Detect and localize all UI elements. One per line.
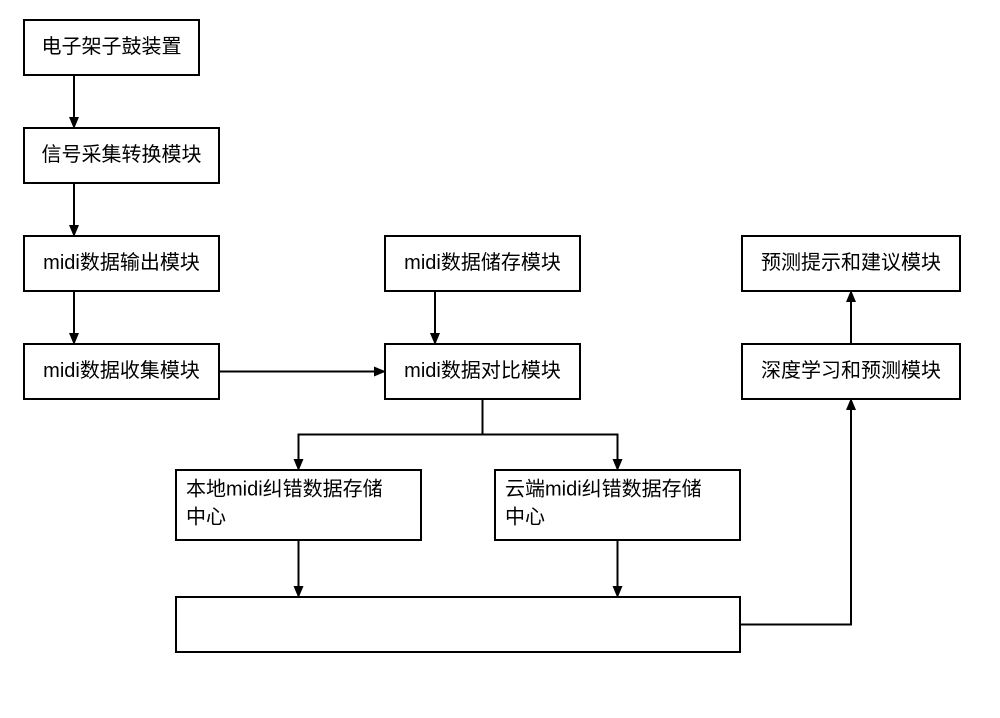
node-n4: midi数据收集模块 [24, 344, 219, 399]
node-n7: 预测提示和建议模块 [742, 236, 960, 291]
node-n9: 本地midi纠错数据存储中心 [176, 470, 421, 540]
node-n4-label: midi数据收集模块 [43, 359, 200, 382]
node-n11 [176, 597, 740, 652]
flowchart-canvas: 电子架子鼓装置信号采集转换模块 midi数据输出模块 midi数据收集模块 midi数… [0, 0, 1000, 718]
node-n10-label2: 中心 [505, 506, 545, 529]
node-n11-box [176, 597, 740, 652]
node-n6: midi数据对比模块 [385, 344, 580, 399]
node-n2-label: 信号采集转换模块 [42, 143, 202, 166]
node-n5: midi数据储存模块 [385, 236, 580, 291]
node-n8: 深度学习和预测模块 [742, 344, 960, 399]
node-n5-label: midi数据储存模块 [404, 251, 561, 274]
node-n9-label2: 中心 [186, 506, 226, 529]
node-n10-label1: 云端midi纠错数据存储 [505, 478, 702, 501]
edge-n11-n8 [740, 399, 851, 625]
node-n8-label: 深度学习和预测模块 [761, 359, 941, 382]
node-n1-label: 电子架子鼓装置 [42, 35, 182, 58]
node-n3: midi数据输出模块 [24, 236, 219, 291]
node-n9-label1: 本地midi纠错数据存储 [186, 478, 383, 501]
nodes-layer: 电子架子鼓装置信号采集转换模块 midi数据输出模块 midi数据收集模块 midi数… [24, 20, 960, 652]
node-n2: 信号采集转换模块 [24, 128, 219, 183]
node-n1: 电子架子鼓装置 [24, 20, 199, 75]
node-n7-label: 预测提示和建议模块 [761, 251, 941, 274]
node-n10: 云端midi纠错数据存储中心 [495, 470, 740, 540]
edge-n6-n9 [299, 399, 483, 470]
node-n6-label: midi数据对比模块 [404, 359, 561, 382]
edge-n6-n10 [483, 399, 618, 470]
node-n3-label: midi数据输出模块 [43, 251, 200, 274]
